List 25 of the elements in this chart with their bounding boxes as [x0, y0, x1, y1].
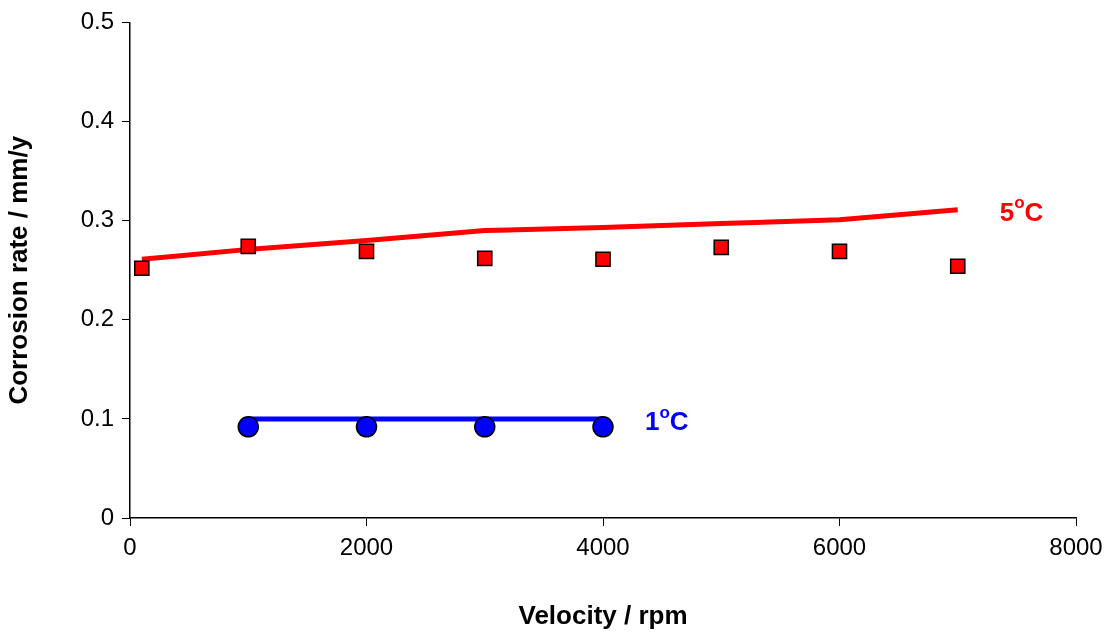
point [713, 239, 730, 256]
point [358, 243, 375, 260]
x-tick-label: 8000 [1049, 533, 1103, 561]
point [476, 250, 493, 267]
y-tick-label: 0.4 [80, 106, 114, 134]
point [237, 416, 259, 438]
point [474, 416, 496, 438]
x-tick-label: 4000 [576, 533, 630, 561]
x-tick-label: 2000 [339, 533, 394, 561]
y-axis-title: Corrosion rate / mm/y [2, 135, 33, 405]
point [592, 416, 614, 438]
x-axis-title: Velocity / rpm [518, 599, 688, 630]
y-tick-label: 0.2 [80, 304, 114, 332]
point [240, 238, 257, 255]
point [595, 251, 611, 268]
point [949, 258, 966, 275]
y-tick-label: 0.1 [80, 403, 114, 431]
y-tick-label: 0.3 [80, 205, 114, 233]
point [134, 260, 150, 277]
x-tick-label: 0 [123, 533, 137, 561]
y-tick-label: 0 [100, 502, 114, 530]
x-tick-label: 6000 [812, 533, 867, 561]
point [355, 416, 378, 438]
point [831, 243, 848, 260]
y-tick-label: 0.5 [80, 7, 114, 35]
